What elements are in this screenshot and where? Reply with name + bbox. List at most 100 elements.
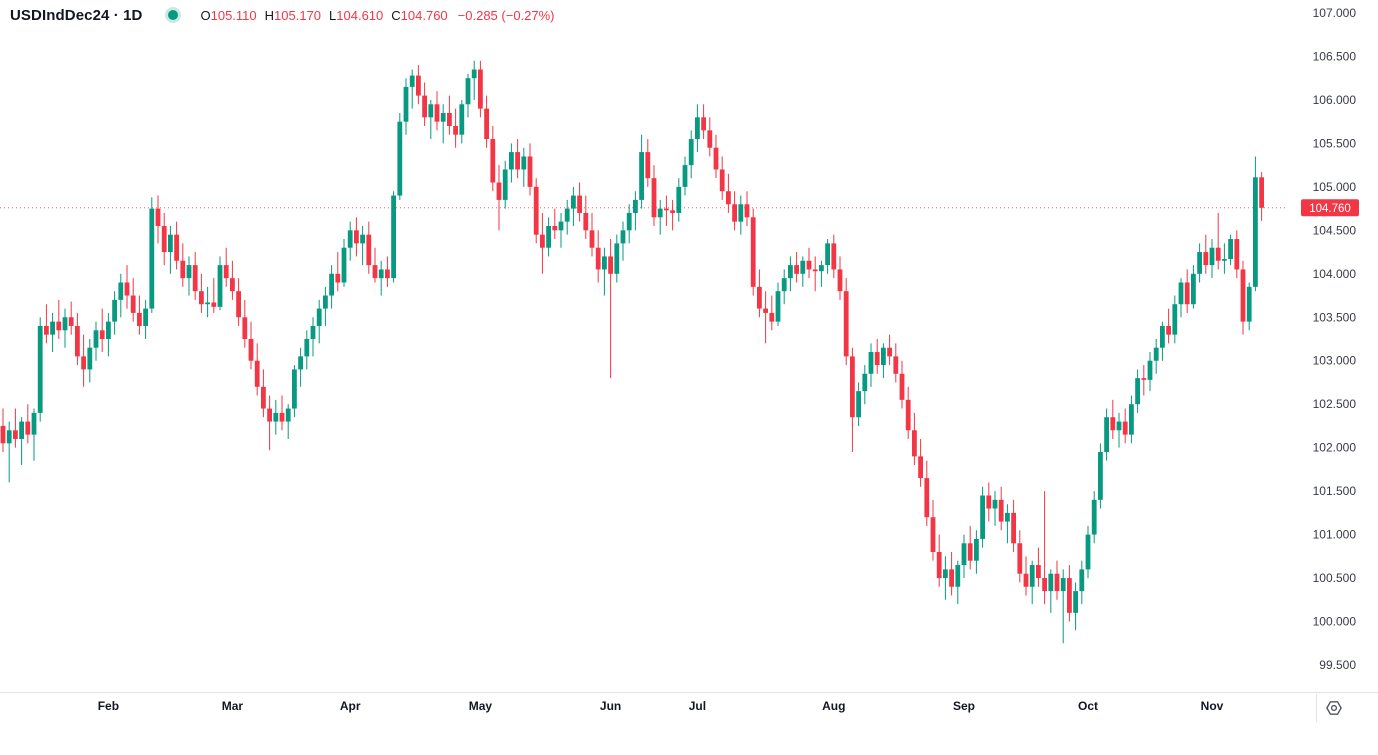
- last-price-badge: [1301, 199, 1359, 217]
- candle-body: [1197, 252, 1202, 274]
- candle-body: [50, 321, 55, 335]
- candle-body: [1166, 325, 1171, 335]
- candle-body: [409, 75, 415, 87]
- candle-body: [1029, 565, 1035, 587]
- open-value: 105.110: [210, 7, 257, 23]
- candles-layer[interactable]: [0, 60, 1264, 644]
- candle-body: [155, 208, 161, 226]
- candle-body: [230, 278, 235, 292]
- candle-body: [75, 325, 80, 357]
- candle-body: [980, 495, 985, 539]
- time-axis[interactable]: Feb Mar Apr May Jun Jul Aug Sep Oct Nov: [98, 699, 1224, 713]
- candle-body: [763, 308, 768, 313]
- candle-body: [440, 112, 446, 122]
- candle-body: [707, 130, 713, 148]
- symbol-title[interactable]: USDIndDec24 · 1D: [10, 6, 143, 24]
- candle-body: [267, 408, 272, 422]
- candle-body: [713, 147, 719, 170]
- candle-body: [645, 152, 651, 179]
- candle-body: [161, 225, 167, 253]
- ohlc-values: O105.110 H105.170 L104.610 C104.760: [200, 8, 455, 23]
- candle-body: [99, 330, 105, 339]
- candle-body: [273, 412, 279, 422]
- candle-body: [992, 499, 998, 509]
- candle-body: [936, 551, 942, 579]
- candle-body: [1091, 499, 1097, 535]
- candle-body: [81, 356, 86, 370]
- candle-body: [459, 104, 465, 135]
- time-axis-label: Oct: [1078, 699, 1098, 713]
- candle-body: [974, 538, 979, 561]
- candle-body: [614, 243, 620, 274]
- change-value: −0.285 (−0.27%): [457, 7, 555, 23]
- candle-body: [304, 338, 310, 357]
- candle-body: [695, 117, 700, 140]
- candle-body: [812, 269, 818, 272]
- open-label: O: [200, 7, 211, 23]
- candle-body: [521, 156, 527, 170]
- close-label: C: [391, 7, 401, 23]
- price-axis-label: 100.000: [1313, 615, 1357, 629]
- candle-body: [856, 391, 861, 418]
- market-status-icon: [168, 10, 179, 20]
- price-axis-label: 104.500: [1313, 223, 1357, 237]
- candle-body: [124, 282, 130, 296]
- time-axis-label: Apr: [340, 699, 361, 713]
- candle-body: [602, 256, 607, 270]
- candle-body: [25, 421, 31, 435]
- candle-body: [279, 412, 285, 422]
- candle-body: [329, 273, 334, 296]
- candle-body: [887, 347, 892, 357]
- candle-body: [186, 265, 192, 279]
- candle-body: [56, 321, 62, 331]
- candle-body: [1036, 565, 1041, 579]
- candle-body: [1067, 578, 1072, 613]
- price-axis-label: 106.500: [1313, 49, 1357, 63]
- candle-body: [509, 152, 514, 170]
- time-axis-settings-icon[interactable]: [1326, 700, 1342, 716]
- time-axis-label: Jun: [600, 699, 621, 713]
- price-axis-label: 104.000: [1313, 267, 1357, 281]
- candle-body: [564, 208, 570, 222]
- candle-body: [1060, 578, 1066, 592]
- candle-body: [490, 139, 496, 183]
- candle-body: [236, 291, 241, 318]
- candle-body: [583, 212, 589, 231]
- candle-body: [254, 360, 260, 387]
- candle-body: [527, 156, 533, 187]
- candle-body: [794, 265, 799, 274]
- candle-body: [515, 152, 520, 170]
- candle-body: [1110, 417, 1116, 431]
- candle-body: [211, 302, 217, 307]
- candle-body: [750, 217, 756, 287]
- candle-body: [93, 330, 99, 348]
- candle-body: [1191, 273, 1196, 305]
- candle-body: [1259, 177, 1264, 208]
- time-axis-label: Jul: [689, 699, 706, 713]
- candle-body: [62, 317, 68, 331]
- candle-body: [670, 210, 675, 213]
- candle-body: [1178, 282, 1184, 305]
- candle-body: [192, 265, 198, 292]
- candle-body: [484, 108, 489, 140]
- candle-body: [998, 499, 1004, 522]
- candle-body: [471, 69, 477, 79]
- time-axis-label: Aug: [822, 699, 845, 713]
- candle-body: [1079, 569, 1085, 592]
- candle-body: [1253, 177, 1258, 287]
- candle-body: [285, 408, 291, 422]
- time-axis-label: Nov: [1201, 699, 1224, 713]
- candle-body: [391, 195, 396, 279]
- candle-body: [137, 312, 142, 326]
- candle-body: [800, 260, 806, 274]
- candle-body: [924, 478, 930, 518]
- candle-body: [726, 191, 731, 205]
- candle-body: [6, 430, 12, 444]
- candle-body: [422, 95, 427, 118]
- candle-body: [986, 495, 992, 509]
- price-axis[interactable]: 107.000 106.500 106.000 105.500 105.000 104.5…: [1313, 6, 1357, 672]
- candle-body: [918, 456, 923, 479]
- candle-body: [1005, 512, 1010, 522]
